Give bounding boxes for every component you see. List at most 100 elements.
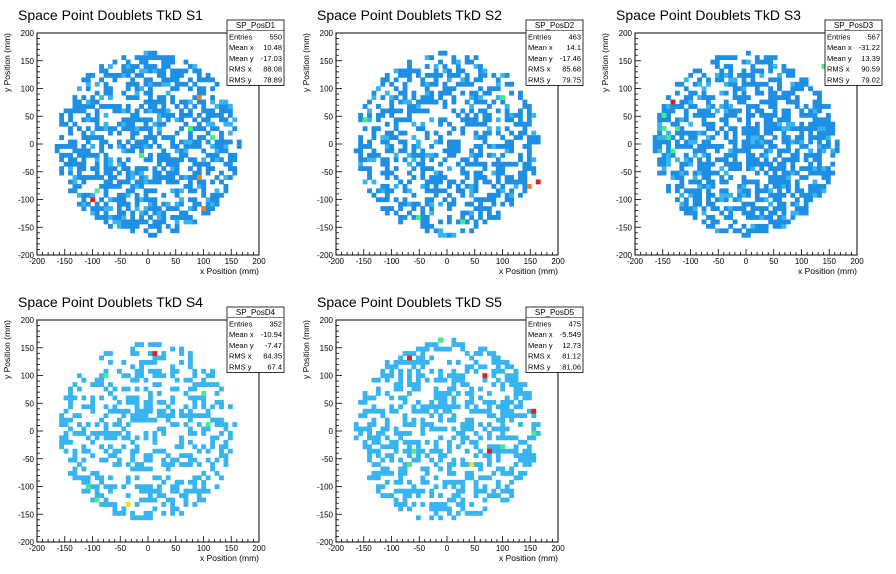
histogram-bin bbox=[223, 462, 229, 467]
histogram-bin bbox=[174, 484, 180, 490]
histogram-bin bbox=[210, 86, 215, 92]
histogram-bin bbox=[451, 144, 457, 149]
histogram-bin bbox=[99, 215, 104, 220]
histogram-bin bbox=[210, 197, 215, 203]
histogram-bin bbox=[134, 144, 140, 149]
histogram-bin bbox=[420, 152, 426, 158]
histogram-bin bbox=[706, 197, 711, 203]
histogram-bin bbox=[362, 413, 368, 419]
histogram-hot-bin bbox=[152, 351, 158, 356]
histogram-bin bbox=[491, 183, 497, 189]
histogram-bin bbox=[460, 431, 466, 436]
histogram-bin bbox=[692, 201, 698, 207]
histogram-bin bbox=[799, 77, 805, 83]
histogram-bin bbox=[464, 382, 470, 387]
histogram-bin bbox=[134, 368, 140, 374]
histogram-bin bbox=[384, 175, 390, 180]
histogram-bin bbox=[812, 121, 818, 127]
histogram-bin bbox=[803, 206, 809, 211]
histogram-bin bbox=[179, 126, 184, 132]
histogram-bin bbox=[85, 135, 91, 140]
histogram-bin bbox=[478, 99, 483, 105]
histogram-bin bbox=[152, 179, 158, 185]
histogram-bin bbox=[196, 493, 202, 498]
histogram-bin bbox=[367, 444, 372, 450]
histogram-bin bbox=[76, 152, 82, 158]
histogram-bin bbox=[72, 108, 78, 114]
histogram-bin bbox=[108, 126, 113, 132]
histogram-bin bbox=[170, 95, 176, 100]
histogram-bin bbox=[210, 95, 215, 100]
histogram-bin bbox=[473, 90, 479, 96]
histogram-bin bbox=[509, 90, 514, 96]
histogram-bin bbox=[187, 426, 193, 432]
histogram-bin bbox=[219, 399, 224, 405]
histogram-bin bbox=[830, 152, 836, 158]
histogram-bin bbox=[808, 166, 813, 172]
histogram-bin bbox=[473, 479, 479, 485]
histogram-bin bbox=[495, 170, 501, 176]
histogram-bin bbox=[460, 188, 466, 194]
histogram-bin bbox=[469, 148, 475, 154]
histogram-bin bbox=[371, 475, 377, 481]
histogram-bin bbox=[679, 175, 685, 180]
stats-row-label: RMS y bbox=[528, 363, 551, 372]
x-tick-label: 0 bbox=[445, 257, 450, 266]
histogram-bin bbox=[402, 117, 408, 123]
histogram-bin bbox=[121, 197, 127, 203]
histogram-bin bbox=[187, 135, 193, 140]
histogram-bin bbox=[219, 170, 224, 176]
histogram-bin bbox=[522, 413, 528, 419]
histogram-bin bbox=[732, 55, 738, 61]
histogram-bin bbox=[697, 157, 702, 163]
histogram-bin bbox=[706, 112, 711, 118]
histogram-bin bbox=[393, 157, 399, 163]
y-tick-label: 150 bbox=[320, 344, 334, 353]
histogram-bin bbox=[424, 179, 430, 185]
histogram-bin bbox=[170, 175, 176, 180]
histogram-bin bbox=[367, 475, 372, 481]
histogram-bin bbox=[723, 206, 729, 211]
histogram-bin bbox=[415, 373, 421, 379]
histogram-bin bbox=[482, 108, 488, 114]
histogram-bin bbox=[103, 219, 109, 225]
histogram-bin bbox=[179, 210, 184, 216]
histogram-bin bbox=[504, 175, 510, 180]
histogram-bin bbox=[500, 166, 506, 172]
histogram-bin bbox=[688, 90, 694, 96]
histogram-bin bbox=[85, 152, 91, 158]
histogram-bin bbox=[714, 77, 720, 83]
histogram-bin bbox=[794, 148, 800, 154]
histogram-bin bbox=[94, 470, 100, 476]
histogram-bin bbox=[518, 413, 523, 419]
histogram-bin bbox=[768, 215, 774, 220]
histogram-bin bbox=[130, 121, 136, 127]
histogram-bin bbox=[697, 144, 702, 149]
histogram-bin bbox=[750, 112, 756, 118]
histogram-bin bbox=[683, 99, 689, 105]
histogram-bin bbox=[513, 377, 519, 383]
histogram-bin bbox=[657, 144, 663, 149]
histogram-bin bbox=[500, 448, 506, 454]
histogram-bin bbox=[692, 135, 698, 140]
histogram-bin bbox=[152, 488, 158, 494]
histogram-bin bbox=[415, 161, 421, 167]
histogram-bin bbox=[375, 408, 381, 414]
histogram-bin bbox=[666, 144, 671, 149]
histogram-bin bbox=[389, 104, 395, 109]
histogram-bin bbox=[500, 399, 506, 405]
histogram-bin bbox=[393, 175, 399, 180]
histogram-bin bbox=[170, 408, 176, 414]
histogram-bin bbox=[478, 408, 483, 414]
histogram-bin bbox=[447, 90, 452, 96]
histogram-bin bbox=[415, 457, 421, 463]
histogram-bin bbox=[214, 391, 220, 396]
histogram-bin bbox=[415, 439, 421, 445]
histogram-bin bbox=[683, 197, 689, 203]
histogram-bin bbox=[68, 399, 73, 405]
histogram-bin bbox=[464, 99, 470, 105]
histogram-bin bbox=[728, 210, 734, 216]
histogram-bin bbox=[389, 206, 395, 211]
stats-name: SP_PosD3 bbox=[834, 21, 874, 30]
histogram-bin bbox=[85, 117, 91, 123]
